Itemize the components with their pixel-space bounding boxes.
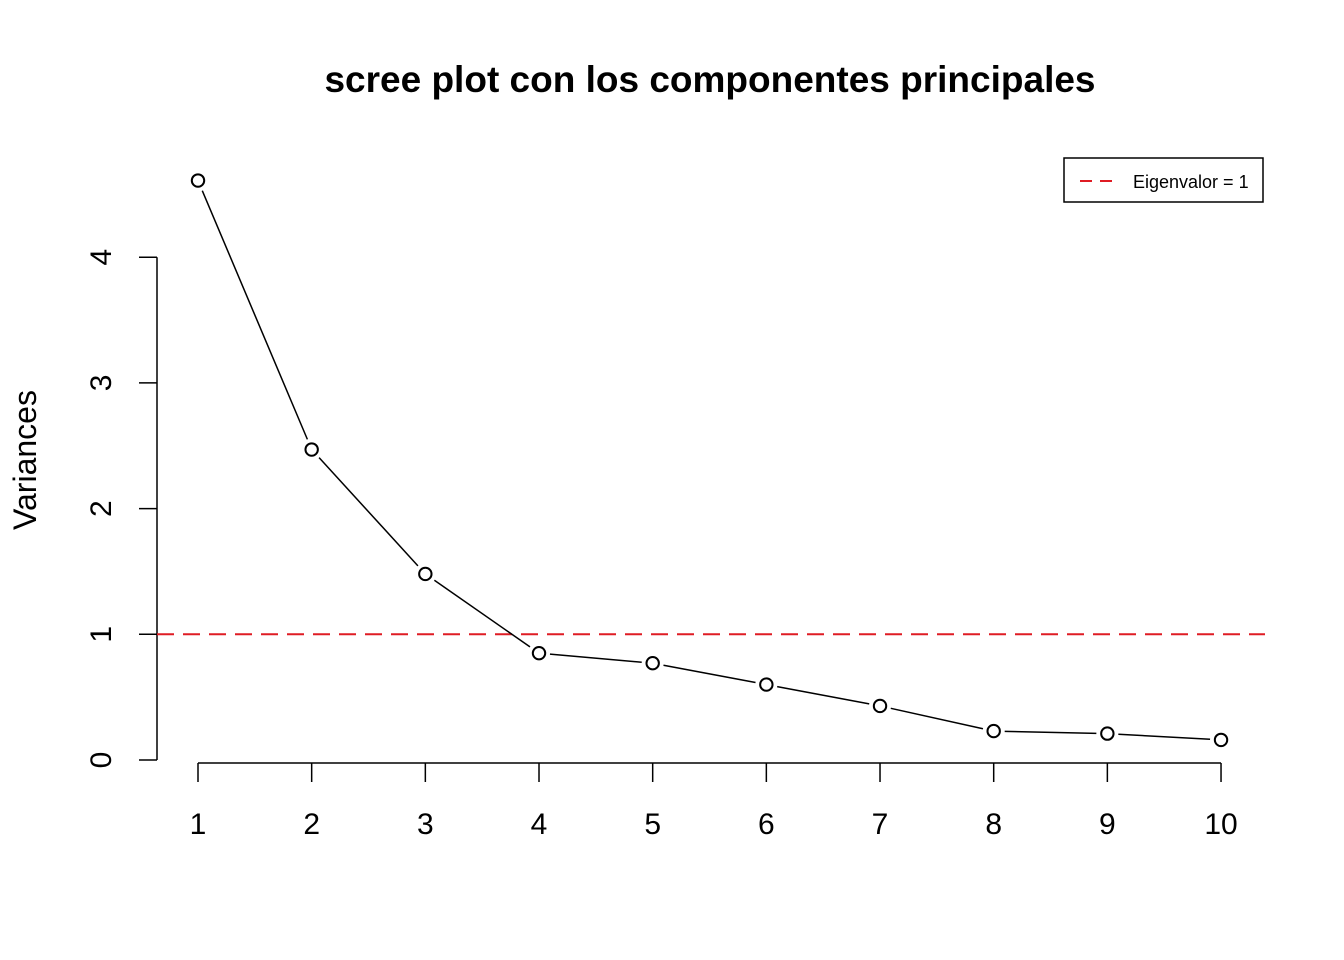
data-point xyxy=(759,677,774,692)
x-tick-label: 9 xyxy=(1099,808,1116,841)
data-point xyxy=(645,656,660,671)
data-point xyxy=(418,566,433,582)
x-tick-label: 4 xyxy=(531,808,548,841)
legend: Eigenvalor = 1 xyxy=(1063,157,1264,203)
series-segment xyxy=(318,457,419,567)
series-segment xyxy=(549,653,642,663)
x-tick-label: 5 xyxy=(644,808,661,841)
x-tick-label: 2 xyxy=(303,808,320,841)
x-tick-label: 7 xyxy=(872,808,889,841)
x-tick-label: 8 xyxy=(985,808,1002,841)
x-tick-label: 3 xyxy=(417,808,434,841)
x-axis: 1 2 3 4 5 6 7 8 9 10 xyxy=(190,762,1238,841)
y-tick-label: 2 xyxy=(85,500,118,517)
y-axis-label: Variances xyxy=(7,390,43,530)
data-point xyxy=(531,645,547,661)
series-segment xyxy=(433,579,531,648)
x-tick-label: 10 xyxy=(1204,808,1237,841)
x-tick-label: 6 xyxy=(758,808,775,841)
data-point xyxy=(190,173,206,188)
legend-box xyxy=(1063,157,1264,203)
x-tick-label: 1 xyxy=(190,808,207,841)
chart-title: scree plot con los componentes principal… xyxy=(324,59,1095,100)
series-segment xyxy=(777,685,870,705)
series-segment xyxy=(1004,730,1097,735)
data-point xyxy=(986,723,1001,739)
y-tick-label: 1 xyxy=(85,626,118,643)
data-point xyxy=(872,698,888,714)
data-point xyxy=(1100,726,1115,741)
y-axis: 0 1 2 3 4 xyxy=(85,249,158,769)
series-segment xyxy=(890,707,984,730)
y-tick-label: 3 xyxy=(85,375,118,392)
y-tick-label: 4 xyxy=(85,249,118,266)
data-point xyxy=(1213,732,1229,748)
series-line-group xyxy=(190,173,1229,748)
series-segment xyxy=(201,190,309,440)
series-segment xyxy=(663,664,756,684)
data-point xyxy=(304,442,319,457)
legend-entry-label: Eigenvalor = 1 xyxy=(1133,172,1249,192)
y-tick-label: 0 xyxy=(85,752,118,769)
series-segment xyxy=(1118,733,1211,741)
